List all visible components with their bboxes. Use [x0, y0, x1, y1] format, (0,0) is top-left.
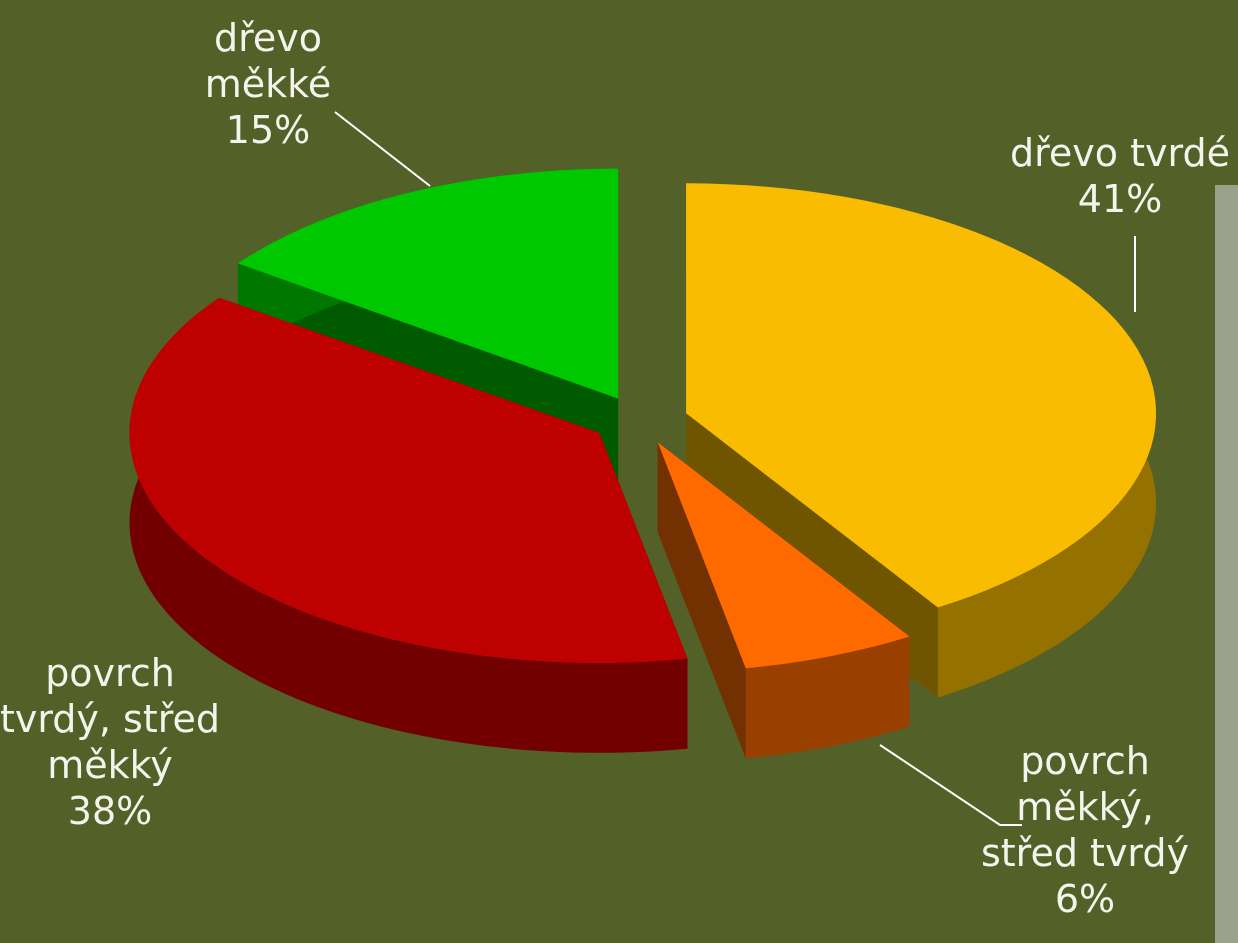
slice-label: povrch tvrdý, střed měkký 38%	[0, 650, 230, 834]
value-label: 41%	[1077, 177, 1163, 221]
slice	[657, 442, 910, 669]
leader-line	[879, 744, 1022, 826]
category-label: dřevo tvrdé	[1010, 131, 1230, 175]
leader-line	[334, 111, 431, 187]
slice-side	[745, 636, 910, 759]
value-label: 15%	[225, 108, 311, 152]
slice-label: povrch měkký, střed tvrdý 6%	[980, 738, 1190, 922]
value-label: 6%	[1054, 877, 1116, 921]
slice-side	[129, 297, 688, 753]
category-label: dřevo měkké	[204, 16, 332, 106]
slice	[686, 183, 1156, 608]
value-label: 38%	[67, 789, 153, 833]
slice-label: dřevo měkké 15%	[188, 15, 348, 153]
slice-wall	[657, 442, 746, 759]
photo-strip	[1215, 185, 1238, 943]
pie	[129, 168, 1156, 759]
category-label: povrch tvrdý, střed měkký	[0, 651, 221, 787]
category-label: povrch měkký, střed tvrdý	[980, 739, 1190, 875]
slice	[129, 297, 688, 663]
slice	[238, 168, 619, 399]
slice-label: dřevo tvrdé 41%	[990, 130, 1238, 222]
